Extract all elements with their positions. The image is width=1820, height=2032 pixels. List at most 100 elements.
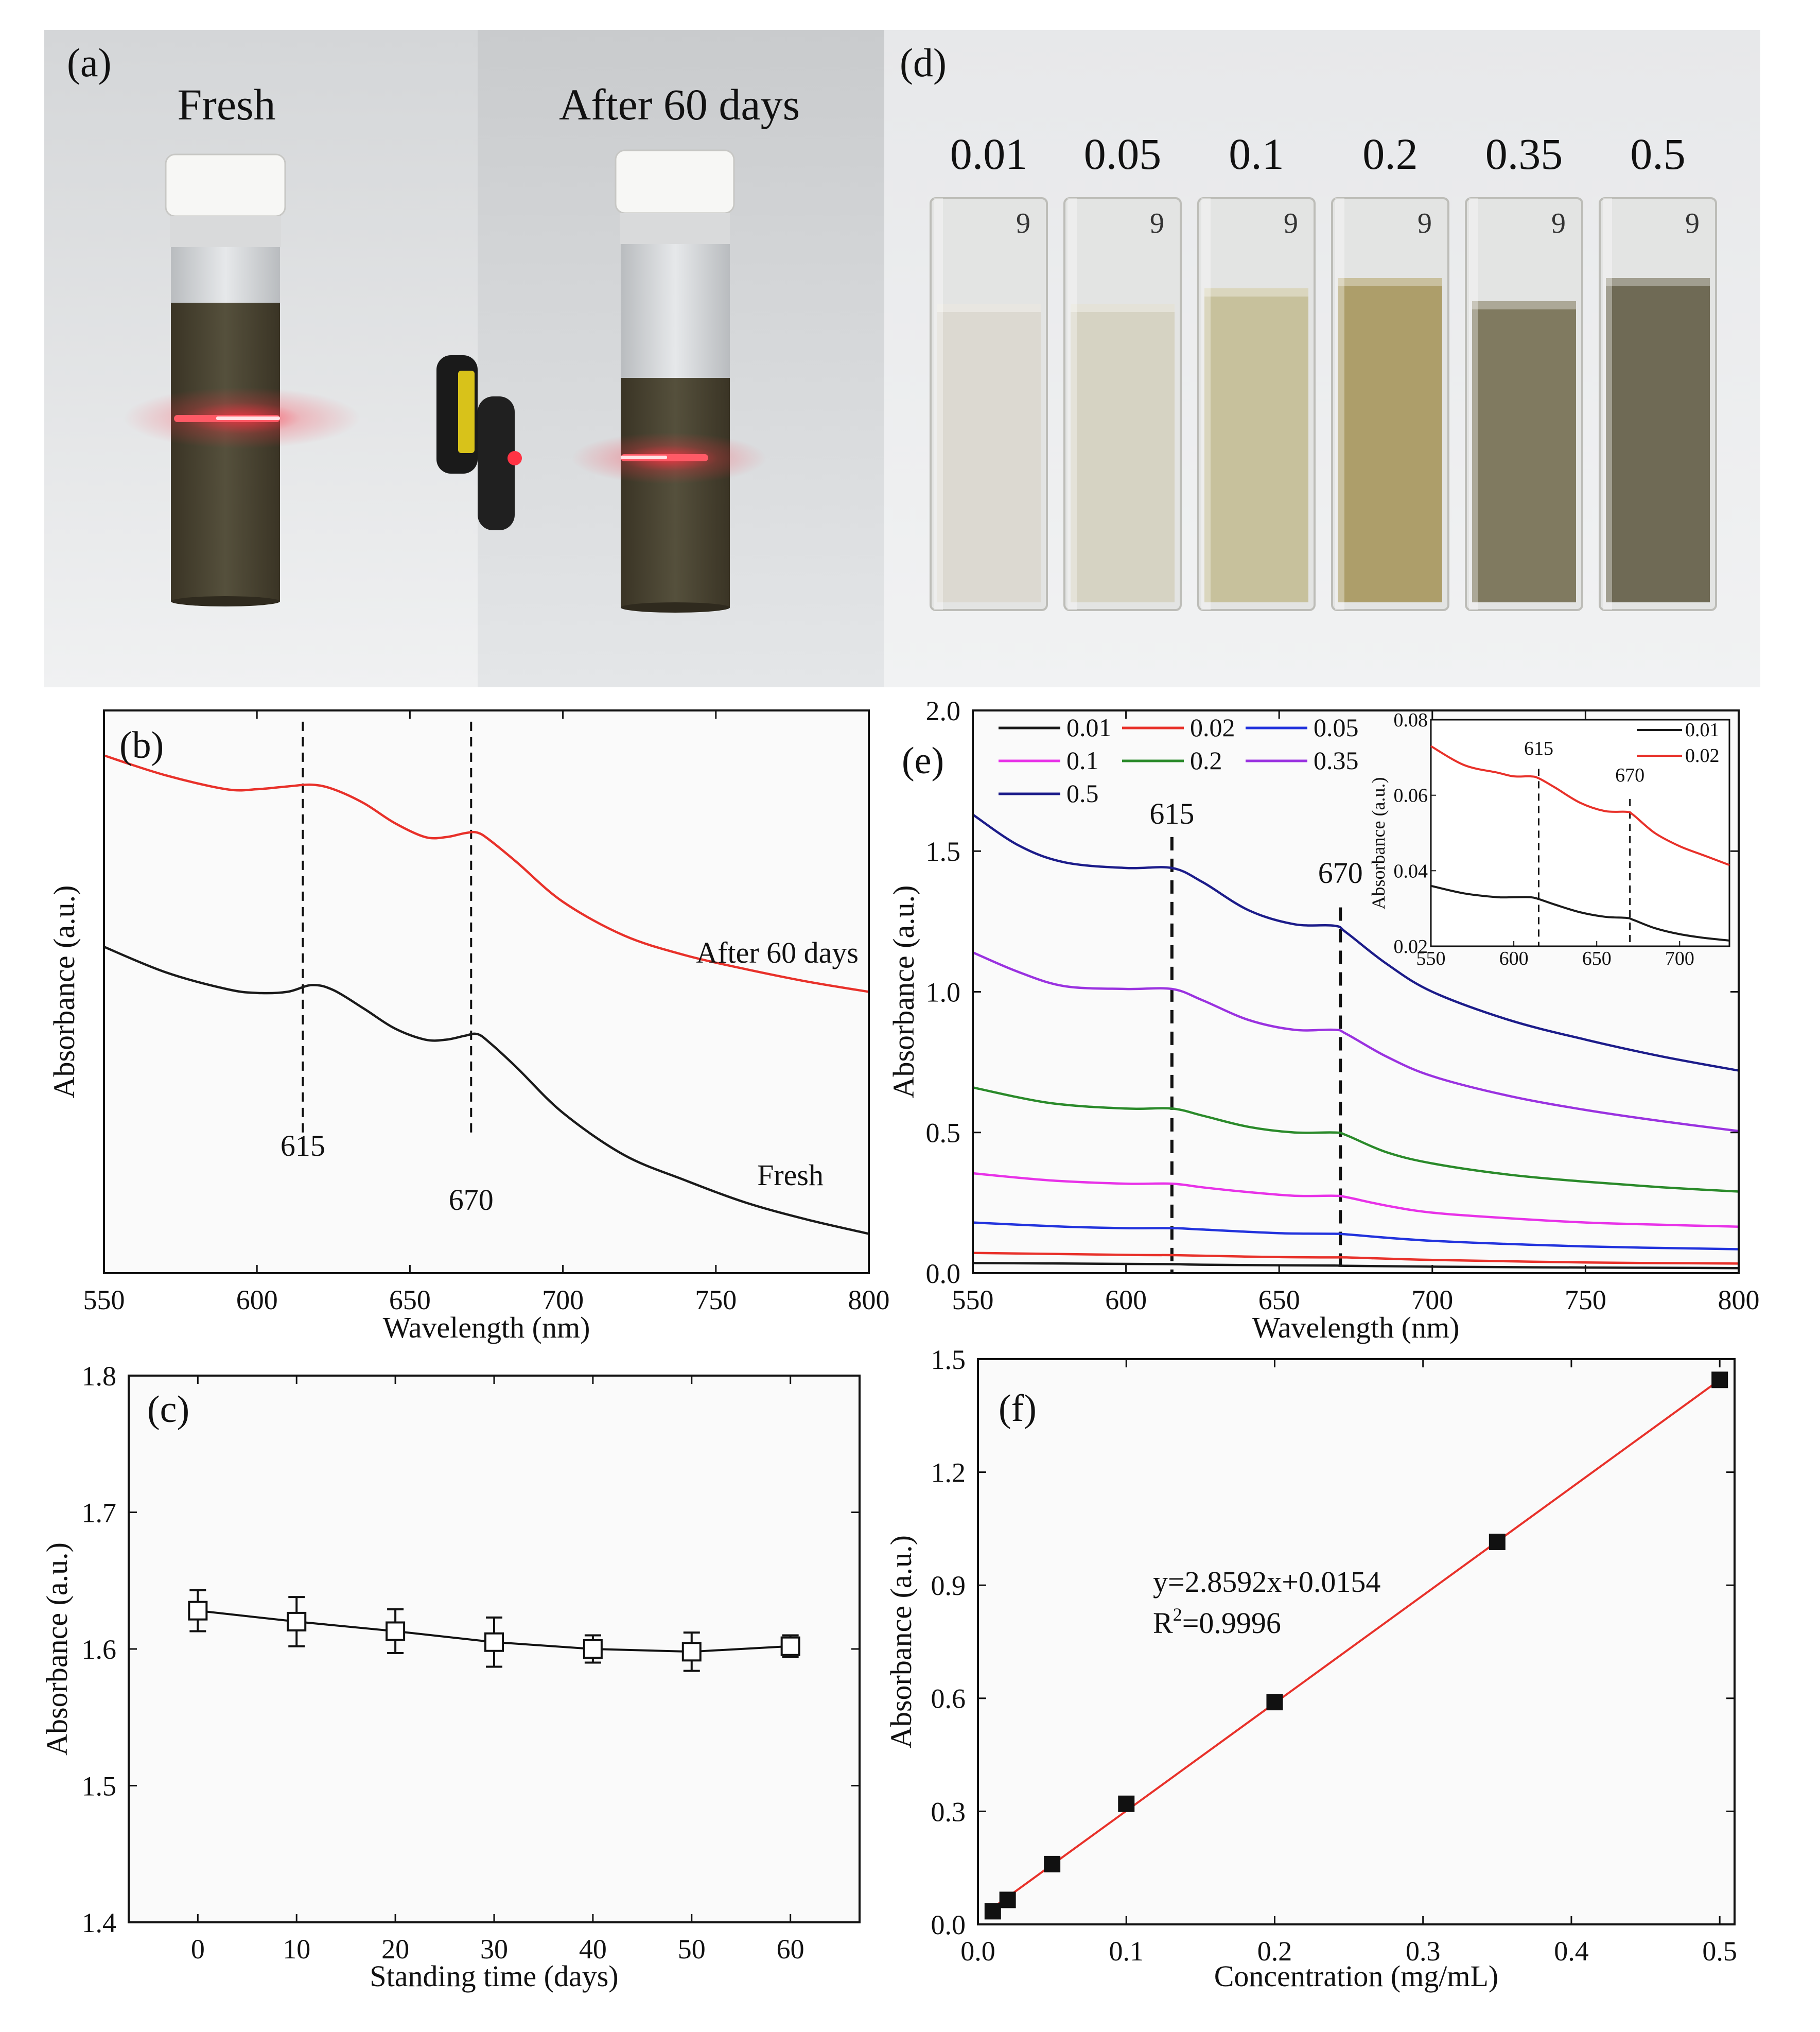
series-line-0_01 (972, 1262, 1739, 1270)
marker-square (780, 1636, 800, 1656)
cuvette-concentration-label: 0.1 (1229, 129, 1284, 179)
inset-legend-label: 0.01 (1685, 719, 1720, 741)
x-axis-label: Wavelength (nm) (1252, 1311, 1460, 1344)
cuvette-solution (1606, 278, 1710, 602)
series-line-0_5 (972, 813, 1739, 1072)
inset-legend-label: 0.02 (1685, 745, 1720, 767)
marker-square (188, 1601, 208, 1621)
vial-cap (615, 149, 735, 214)
peak-label-615: 615 (281, 1129, 325, 1162)
y-axis-label: Absorbance (a.u.) (884, 1535, 918, 1748)
y-tick-label: 0.0 (926, 1258, 961, 1289)
vial-after-60-days (571, 149, 767, 613)
legend-label: 0.35 (1314, 746, 1359, 775)
y-axis-label: Absorbance (a.u.) (40, 1542, 74, 1756)
peak-label-670: 670 (1318, 856, 1363, 890)
x-tick-label: 0.4 (1554, 1936, 1589, 1967)
y-tick-label: 1.5 (82, 1770, 117, 1801)
photo-panel-a: (a) Fresh After 60 days (44, 30, 884, 687)
y-tick-label: 0.0 (931, 1909, 966, 1940)
inset-y-tick-label: 0.08 (1394, 709, 1428, 731)
y-tick-label: 1.6 (82, 1634, 117, 1665)
x-tick-label: 650 (1258, 1284, 1300, 1315)
x-tick-label: 550 (83, 1284, 125, 1315)
r-squared: R2=0.9996 (1153, 1604, 1281, 1640)
x-tick-label: 60 (777, 1934, 804, 1965)
x-tick-label: 20 (381, 1934, 409, 1965)
cuvette-mark: 9 (1417, 207, 1432, 239)
cuvette: 0.01 9 (930, 129, 1048, 611)
peak-label-615: 615 (1149, 797, 1194, 830)
cuvette-concentration-label: 0.5 (1630, 129, 1686, 179)
series-line-fresh (103, 946, 869, 1235)
cuvette: 0.59 (1599, 129, 1717, 611)
panel-label-a: (a) (67, 40, 112, 85)
y-tick-label: 2.0 (926, 696, 961, 726)
plot-frame (103, 709, 870, 1274)
legend-label: 0.02 (1190, 713, 1235, 742)
y-tick-label: 1.5 (931, 1344, 966, 1375)
marker-square (999, 1891, 1016, 1908)
legend-item: 0.2 (1122, 746, 1222, 775)
data-point (583, 1634, 603, 1664)
legend-item: 0.05 (1246, 713, 1359, 742)
cuvette: 0.29 (1331, 129, 1449, 611)
x-axis-label: Standing time (days) (370, 1959, 618, 1993)
cuvette-concentration-label: 0.2 (1362, 129, 1418, 179)
legend-item: 0.01 (999, 713, 1112, 742)
cuvette-mark: 9 (1685, 207, 1700, 239)
cuvette-mark: 9 (1551, 207, 1566, 239)
cuvette-mark: 9 (1016, 207, 1030, 239)
y-tick-label: 0.5 (926, 1118, 961, 1149)
inset-x-tick-label: 600 (1499, 948, 1529, 969)
vial-neck (170, 216, 281, 247)
series-label-fresh: Fresh (757, 1158, 824, 1192)
x-tick-label: 0.0 (960, 1936, 995, 1967)
y-tick-label: 0.9 (931, 1570, 966, 1601)
cuvette-solution (1071, 304, 1175, 602)
cuvette-solution (1472, 301, 1576, 602)
x-tick-label: 30 (480, 1934, 508, 1965)
vial-neck (620, 213, 730, 244)
inset-peak-label: 670 (1615, 765, 1644, 786)
y-tick-label: 1.4 (82, 1907, 117, 1938)
data-point (484, 1616, 504, 1668)
inset-frame (1430, 719, 1730, 947)
inset-series-line (1430, 884, 1730, 942)
x-tick-label: 10 (283, 1934, 310, 1965)
series-line-0_35 (972, 951, 1739, 1133)
marker-square (984, 1903, 1001, 1920)
marker-square (1266, 1694, 1283, 1711)
fit-equation: y=2.8592x+0.0154 (1153, 1565, 1380, 1599)
legend-item: 0.5 (999, 779, 1099, 808)
cuvette-solution (1204, 288, 1308, 602)
series-line-0_02 (972, 1252, 1739, 1265)
marker-square (1711, 1371, 1728, 1388)
x-tick-label: 0.5 (1702, 1936, 1737, 1967)
peak-label-670: 670 (449, 1183, 494, 1217)
inset-x-tick-label: 650 (1582, 948, 1612, 969)
x-tick-label: 0 (191, 1934, 205, 1965)
legend-item: 0.1 (999, 746, 1099, 775)
panel-label-d: (d) (900, 40, 947, 85)
legend-label: 0.01 (1066, 713, 1112, 742)
data-point (386, 1608, 406, 1654)
inset-series-line (1430, 745, 1730, 866)
x-tick-label: 700 (542, 1284, 584, 1315)
y-tick-label: 1.2 (931, 1457, 966, 1488)
x-tick-label: 550 (952, 1284, 994, 1315)
vial-fresh (124, 153, 360, 606)
vial-liquid (171, 303, 280, 601)
x-tick-label: 750 (695, 1284, 737, 1315)
y-axis-label: Absorbance (a.u.) (887, 885, 920, 1099)
photo-label-fresh: Fresh (177, 80, 275, 129)
marker-square (484, 1632, 504, 1652)
inset-peak-label: 615 (1524, 738, 1553, 759)
vial-glass (171, 247, 280, 304)
series-line-0_05 (972, 1221, 1739, 1251)
x-tick-label: 750 (1565, 1284, 1606, 1315)
legend-item: 0.02 (1122, 713, 1235, 742)
